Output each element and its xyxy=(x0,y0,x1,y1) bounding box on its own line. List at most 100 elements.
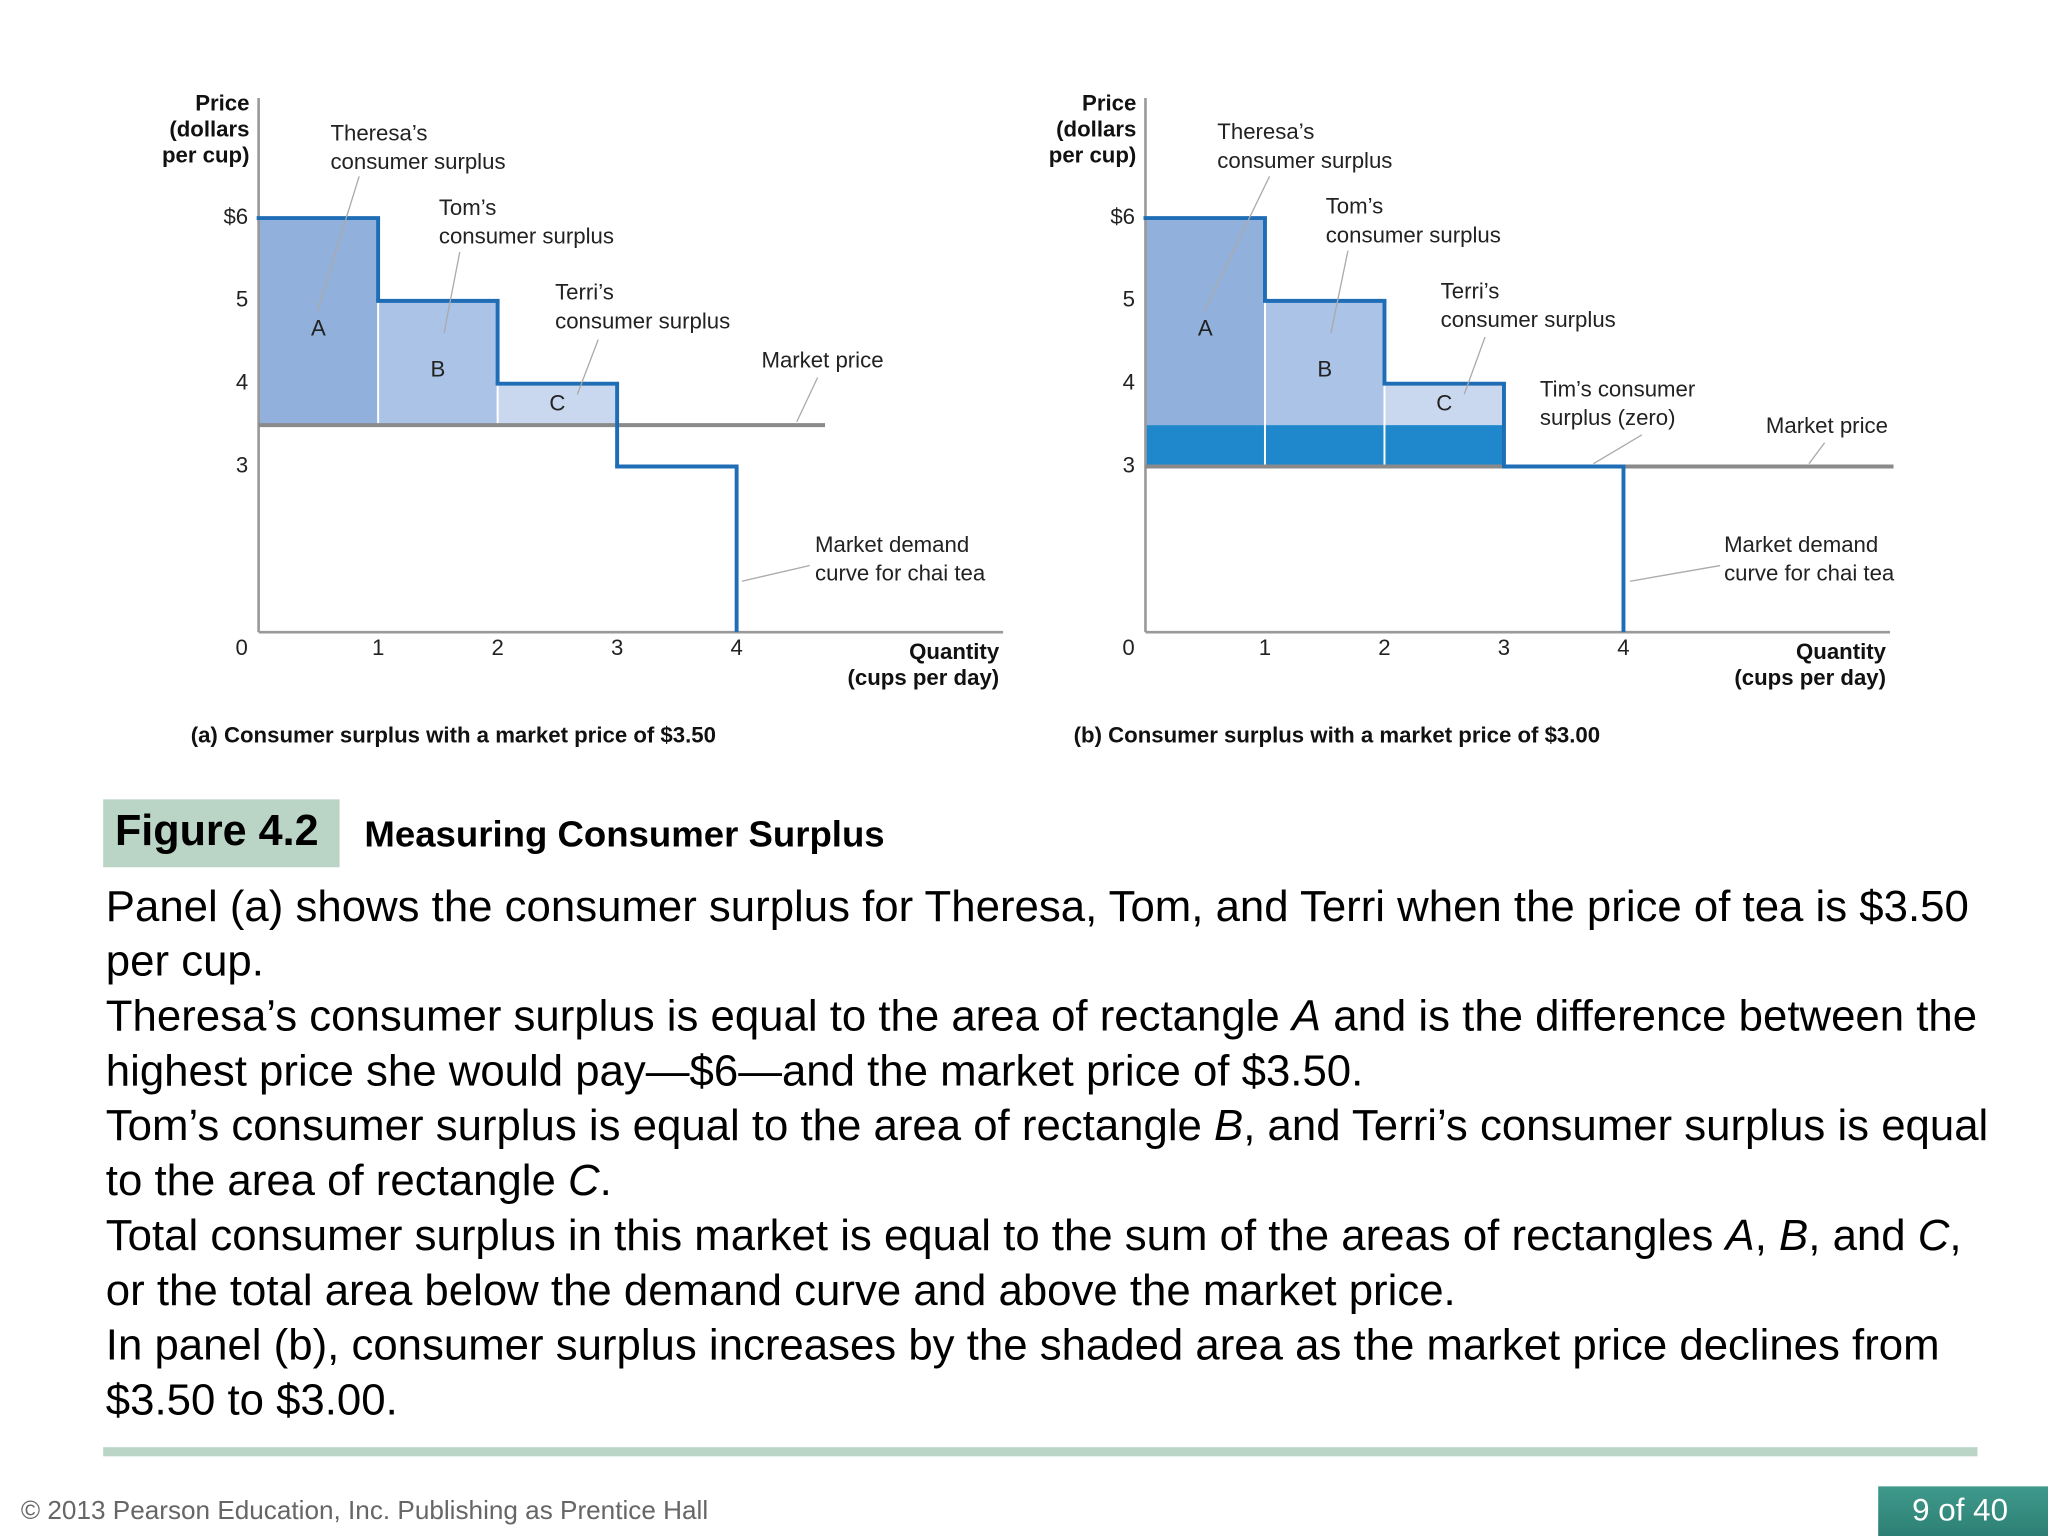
annotation: Tom’s xyxy=(1326,194,1384,219)
annotation: consumer surplus xyxy=(1441,307,1616,332)
leader-line xyxy=(1203,176,1271,312)
leader-line xyxy=(1463,336,1486,395)
copyright: © 2013 Pearson Education, Inc. Publishin… xyxy=(20,1496,709,1526)
leader-line xyxy=(1629,564,1721,582)
area-label: C xyxy=(549,390,565,415)
y-tick-label: 5 xyxy=(1123,287,1135,312)
x-tick-label: 2 xyxy=(1378,635,1390,660)
leader-line xyxy=(796,377,819,423)
annotation: consumer surplus xyxy=(439,224,614,249)
x-tick-label: 3 xyxy=(611,635,623,660)
x-tick-label: 1 xyxy=(1259,635,1271,660)
page-number: 9 of 40 xyxy=(1912,1492,2009,1529)
leader-line xyxy=(576,339,599,395)
paragraph: Tom’s consumer surplus is equal to the a… xyxy=(106,1100,1993,1210)
y-axis-label: (dollars xyxy=(169,116,249,141)
figure-label-box xyxy=(103,799,340,868)
x-tick-label: 1 xyxy=(372,635,384,660)
area-label: B xyxy=(430,357,445,382)
text: . xyxy=(599,1157,612,1206)
x-tick-label: 0 xyxy=(235,635,247,660)
italic-text: C xyxy=(1917,1212,1950,1261)
annotation: curve for chai tea xyxy=(815,561,986,586)
surplus-area xyxy=(497,383,618,426)
leader-line xyxy=(1808,442,1826,465)
y-tick-label: 5 xyxy=(236,287,248,312)
leader-line xyxy=(316,176,360,312)
panel-caption: (b) Consumer surplus with a market price… xyxy=(1074,723,1600,748)
paragraph: Theresa’s consumer surplus is equal to t… xyxy=(106,990,1993,1100)
paragraph: In panel (b), consumer surplus increases… xyxy=(106,1319,1993,1429)
text: In panel (b), consumer surplus increases… xyxy=(105,1321,1940,1425)
paragraph: Total consumer surplus in this market is… xyxy=(106,1209,1993,1319)
annotation: consumer surplus xyxy=(555,308,730,333)
area-label: A xyxy=(1198,315,1213,340)
annotation: Market price xyxy=(761,348,883,373)
annotation: Market price xyxy=(1766,413,1888,438)
x-axis-label: (cups per day) xyxy=(1734,665,1886,690)
italic-text: A xyxy=(1725,1212,1755,1261)
page-box xyxy=(1878,1486,2048,1536)
x-axis-label: Quantity xyxy=(909,639,1000,664)
italic-text: A xyxy=(1291,992,1322,1041)
italic-text: B xyxy=(1214,1102,1244,1151)
body-text: Panel (a) shows the consumer surplus for… xyxy=(106,880,1993,1429)
y-axis-label: per cup) xyxy=(162,143,250,168)
annotation: Tim’s consumer xyxy=(1540,376,1696,401)
area-label: B xyxy=(1317,357,1332,382)
annotation: Terri’s xyxy=(1441,278,1500,303)
text: , or the total area below the demand cur… xyxy=(105,1212,1962,1316)
y-tick-label: 3 xyxy=(1123,452,1135,477)
text: , and xyxy=(1808,1212,1918,1261)
y-tick-label: 4 xyxy=(236,370,248,395)
y-axis-label: (dollars xyxy=(1056,116,1136,141)
x-tick-label: 0 xyxy=(1122,635,1134,660)
annotation: Market demand xyxy=(1724,532,1878,557)
text: , and Terri’s consumer surplus is equal … xyxy=(105,1102,1989,1206)
x-tick-label: 3 xyxy=(1498,635,1510,660)
y-axis-label: Price xyxy=(195,90,249,115)
x-axis-label: Quantity xyxy=(1796,639,1887,664)
paragraph: Panel (a) shows the consumer surplus for… xyxy=(106,880,1993,990)
surplus-area xyxy=(258,218,379,426)
y-tick-label: $6 xyxy=(223,204,248,229)
annotation: curve for chai tea xyxy=(1724,561,1895,586)
surplus-area xyxy=(378,300,498,426)
x-tick-label: 2 xyxy=(491,635,503,660)
panel-caption: (a) Consumer surplus with a market price… xyxy=(191,723,716,748)
figure-title: Measuring Consumer Surplus xyxy=(364,813,885,855)
annotation: Theresa’s xyxy=(330,120,427,145)
annotation: Market demand xyxy=(815,532,969,557)
surplus-area xyxy=(1264,300,1385,426)
added-surplus-area xyxy=(1384,425,1504,467)
leader-line xyxy=(1593,434,1643,465)
annotation: consumer surplus xyxy=(1217,148,1392,173)
surplus-area xyxy=(1145,218,1265,426)
added-surplus-area xyxy=(1264,425,1385,467)
text: Tom’s consumer surplus is equal to the a… xyxy=(105,1102,1215,1151)
text: and is the difference between the highes… xyxy=(105,992,1978,1096)
leader-line xyxy=(741,564,810,582)
x-axis-label: (cups per day) xyxy=(848,665,1000,690)
y-tick-label: 4 xyxy=(1123,370,1135,395)
y-axis-label: Price xyxy=(1082,90,1136,115)
figure-label: Figure 4.2 xyxy=(114,805,319,855)
annotation: Theresa’s xyxy=(1217,119,1314,144)
area-label: A xyxy=(311,315,326,340)
leader-line xyxy=(443,251,461,334)
divider xyxy=(103,1447,1978,1457)
text: , xyxy=(1754,1212,1780,1261)
added-surplus-area xyxy=(1145,425,1265,467)
y-axis-label: per cup) xyxy=(1049,143,1137,168)
italic-text: B xyxy=(1779,1212,1809,1261)
text: Panel (a) shows the consumer surplus for… xyxy=(105,882,1969,987)
y-tick-label: 3 xyxy=(236,452,248,477)
italic-text: C xyxy=(567,1157,600,1206)
y-tick-label: $6 xyxy=(1110,204,1135,229)
leader-line xyxy=(1330,250,1349,334)
annotation: consumer surplus xyxy=(1326,222,1501,247)
x-tick-label: 4 xyxy=(730,635,742,660)
text: Theresa’s consumer surplus is equal to t… xyxy=(105,992,1292,1041)
annotation: Tom’s xyxy=(439,195,497,220)
